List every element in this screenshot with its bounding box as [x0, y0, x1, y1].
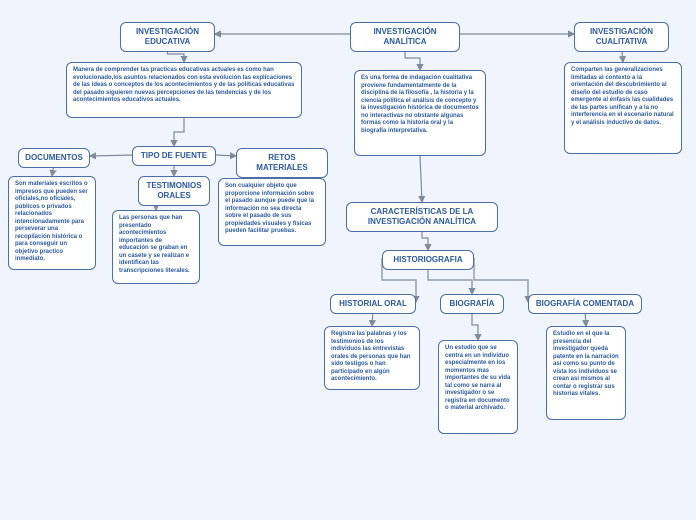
edge-tipo_fuente-documentos — [90, 155, 132, 156]
node-anal_desc: Es una forma de indagación cualitativa p… — [354, 70, 486, 156]
node-hist_oral_desc: Registra las palabras y los testimonios … — [324, 326, 420, 390]
edge-educ_desc-tipo_fuente — [174, 118, 184, 146]
node-hist_oral: HISTORIAL ORAL — [330, 294, 416, 314]
node-bio_desc: Un estudio que se centra en un individuo… — [438, 340, 518, 434]
node-inv_cualitativa: INVESTIGACIÓN CUALITATIVA — [574, 22, 669, 52]
node-doc_desc: Son materiales escritos o impresos que p… — [8, 176, 96, 270]
node-caracteristicas: CARACTERÍSTICAS DE LA INVESTIGACIÓN ANAL… — [346, 202, 498, 232]
edge-historiografia-biografia — [428, 266, 472, 294]
node-historiografia: HISTORIOGRAFIA — [382, 250, 474, 270]
node-retos_desc: Son cualquier objeto que proporcione inf… — [218, 178, 326, 246]
node-bio_com_desc: Estudio en el que la presencia del inves… — [546, 326, 626, 420]
node-testimonios: TESTIMONIOS ORALES — [138, 176, 210, 206]
edge-tipo_fuente-retos — [216, 155, 236, 156]
node-biografia: BIOGRAFÍA — [440, 294, 504, 314]
node-retos: RETOS MATERIALES — [236, 148, 328, 178]
edge-anal_desc-caracteristicas — [420, 156, 422, 202]
node-inv_educativa: INVESTIGACIÓN EDUCATIVA — [120, 22, 215, 52]
node-inv_analitica: INVESTIGACIÓN ANALÍTICA — [350, 22, 460, 52]
node-cual_desc: Comparten las generalizaciones limitadas… — [564, 62, 682, 154]
node-educ_desc: Manera de comprender las practicas educa… — [66, 62, 302, 118]
node-tipo_fuente: TIPO DE FUENTE — [132, 146, 216, 166]
node-bio_comentada: BIOGRAFÍA COMENTADA — [528, 294, 642, 314]
node-documentos: DOCUMENTOS — [18, 148, 90, 168]
node-test_desc: Las personas que han presentado aconteci… — [112, 210, 200, 284]
edge-biografia-bio_desc — [472, 310, 478, 340]
